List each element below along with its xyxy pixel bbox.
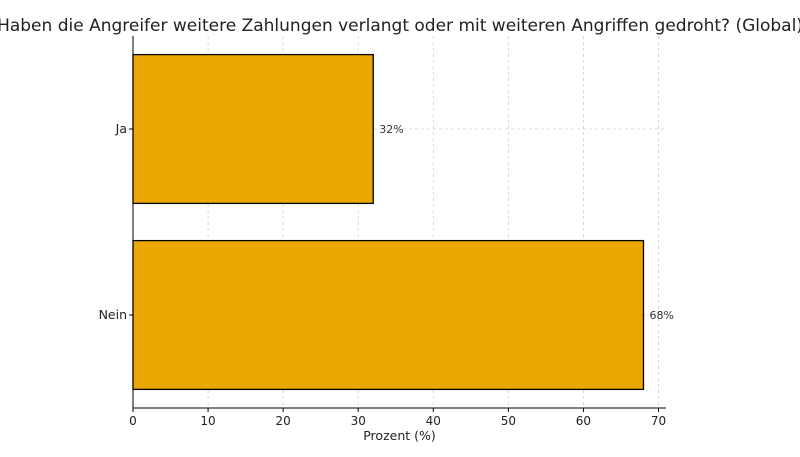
x-tick-label: 70: [651, 414, 666, 428]
x-ticks: 0 10 20 30 40 50 60 70: [129, 408, 666, 428]
x-tick-label: 40: [426, 414, 441, 428]
x-axis-label: Prozent (%): [363, 428, 436, 443]
bar-nein: [132, 239, 645, 391]
x-tick-label: 60: [576, 414, 591, 428]
y-ticks: Ja Nein: [99, 121, 133, 322]
category-label: Nein: [99, 307, 127, 322]
data-labels: 32% 68%: [379, 123, 674, 322]
x-tick-label: 20: [276, 414, 291, 428]
x-tick-label: 10: [200, 414, 215, 428]
x-tick-label: 50: [501, 414, 516, 428]
x-tick-label: 0: [129, 414, 137, 428]
bar-ja: [132, 53, 374, 205]
chart-title: Haben die Angreifer weitere Zahlungen ve…: [0, 16, 800, 36]
data-label: 68%: [649, 309, 673, 322]
x-tick-label: 30: [351, 414, 366, 428]
category-label: Ja: [115, 121, 127, 136]
axes: [132, 36, 666, 409]
data-label: 32%: [379, 123, 403, 136]
bars: [132, 53, 645, 391]
